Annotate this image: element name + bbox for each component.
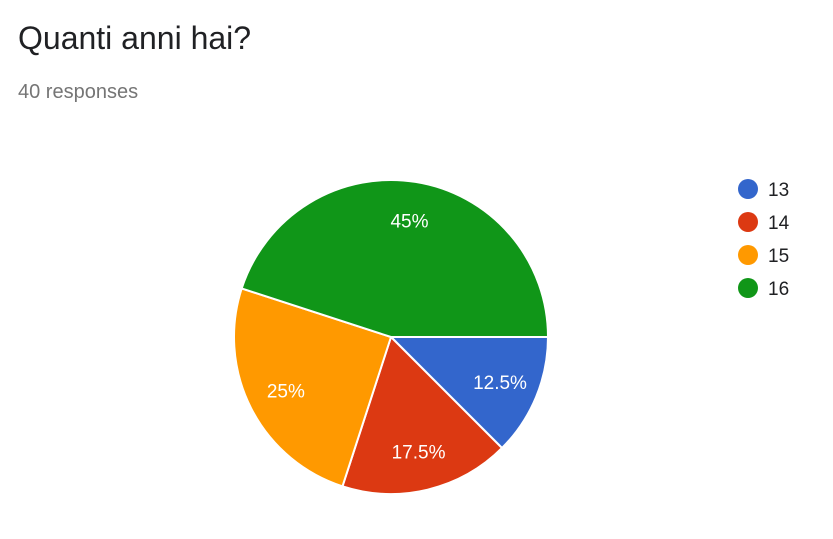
response-count: 40 responses <box>18 81 139 103</box>
legend-label-13: 13 <box>768 180 789 201</box>
legend-swatch-16 <box>738 278 758 298</box>
question-title: Quanti anni hai? <box>18 20 252 56</box>
legend-label-15: 15 <box>768 246 789 267</box>
slice-label-16: 45% <box>390 211 428 232</box>
legend-swatch-13 <box>738 179 758 199</box>
slice-label-13: 12.5% <box>473 373 527 394</box>
pie-slices <box>233 179 550 495</box>
pie-slice-labels: 12.5% 17.5% 25% 45% <box>267 211 527 463</box>
chart-legend: 13 14 15 16 <box>738 179 790 300</box>
legend-label-14: 14 <box>768 213 790 234</box>
legend-swatch-15 <box>738 245 758 265</box>
legend-label-16: 16 <box>768 279 789 300</box>
slice-label-14: 17.5% <box>392 443 446 464</box>
pie-slice-15[interactable] <box>233 287 393 488</box>
legend-swatch-14 <box>738 212 758 232</box>
pie-slice-13[interactable] <box>388 336 550 450</box>
pie-slice-16[interactable] <box>240 179 550 338</box>
slice-label-15: 25% <box>267 382 305 403</box>
pie-slice-14[interactable] <box>341 335 504 495</box>
